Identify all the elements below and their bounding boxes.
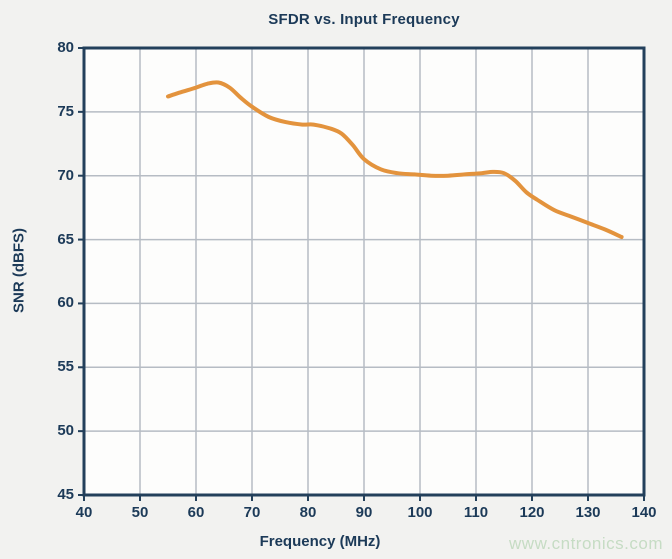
x-tick-label: 80: [299, 504, 317, 521]
plot-border: [82, 46, 646, 497]
y-tick-label: 60: [57, 294, 74, 312]
y-tick-label: 55: [57, 358, 74, 376]
x-tick-label: 100: [407, 504, 433, 521]
x-tick-label: 140: [631, 504, 657, 521]
y-tick-label: 80: [57, 39, 74, 56]
y-tick-label: 45: [57, 486, 74, 503]
x-tick-label: 60: [187, 504, 205, 521]
sfdr-curve: [166, 80, 624, 239]
x-tick-label: 110: [463, 504, 489, 521]
x-axis-title: Frequency (MHz): [259, 533, 381, 550]
x-tick-label: 70: [243, 504, 261, 521]
y-tick-label: 75: [57, 102, 74, 120]
x-tick-label: 40: [75, 504, 93, 521]
x-tick-label: 120: [519, 504, 545, 521]
watermark: www.cntronics.com: [509, 534, 663, 553]
x-tick-label: 130: [575, 504, 601, 521]
y-tick-label: 70: [57, 166, 74, 184]
y-axis-title: SNR (dBFS): [10, 228, 28, 313]
x-tick-label: 50: [131, 504, 149, 521]
y-tick-label: 65: [57, 230, 74, 248]
y-tick-label: 50: [57, 422, 74, 440]
x-tick-label: 90: [355, 504, 373, 521]
chart-title: SFDR vs. Input Frequency: [268, 11, 460, 28]
